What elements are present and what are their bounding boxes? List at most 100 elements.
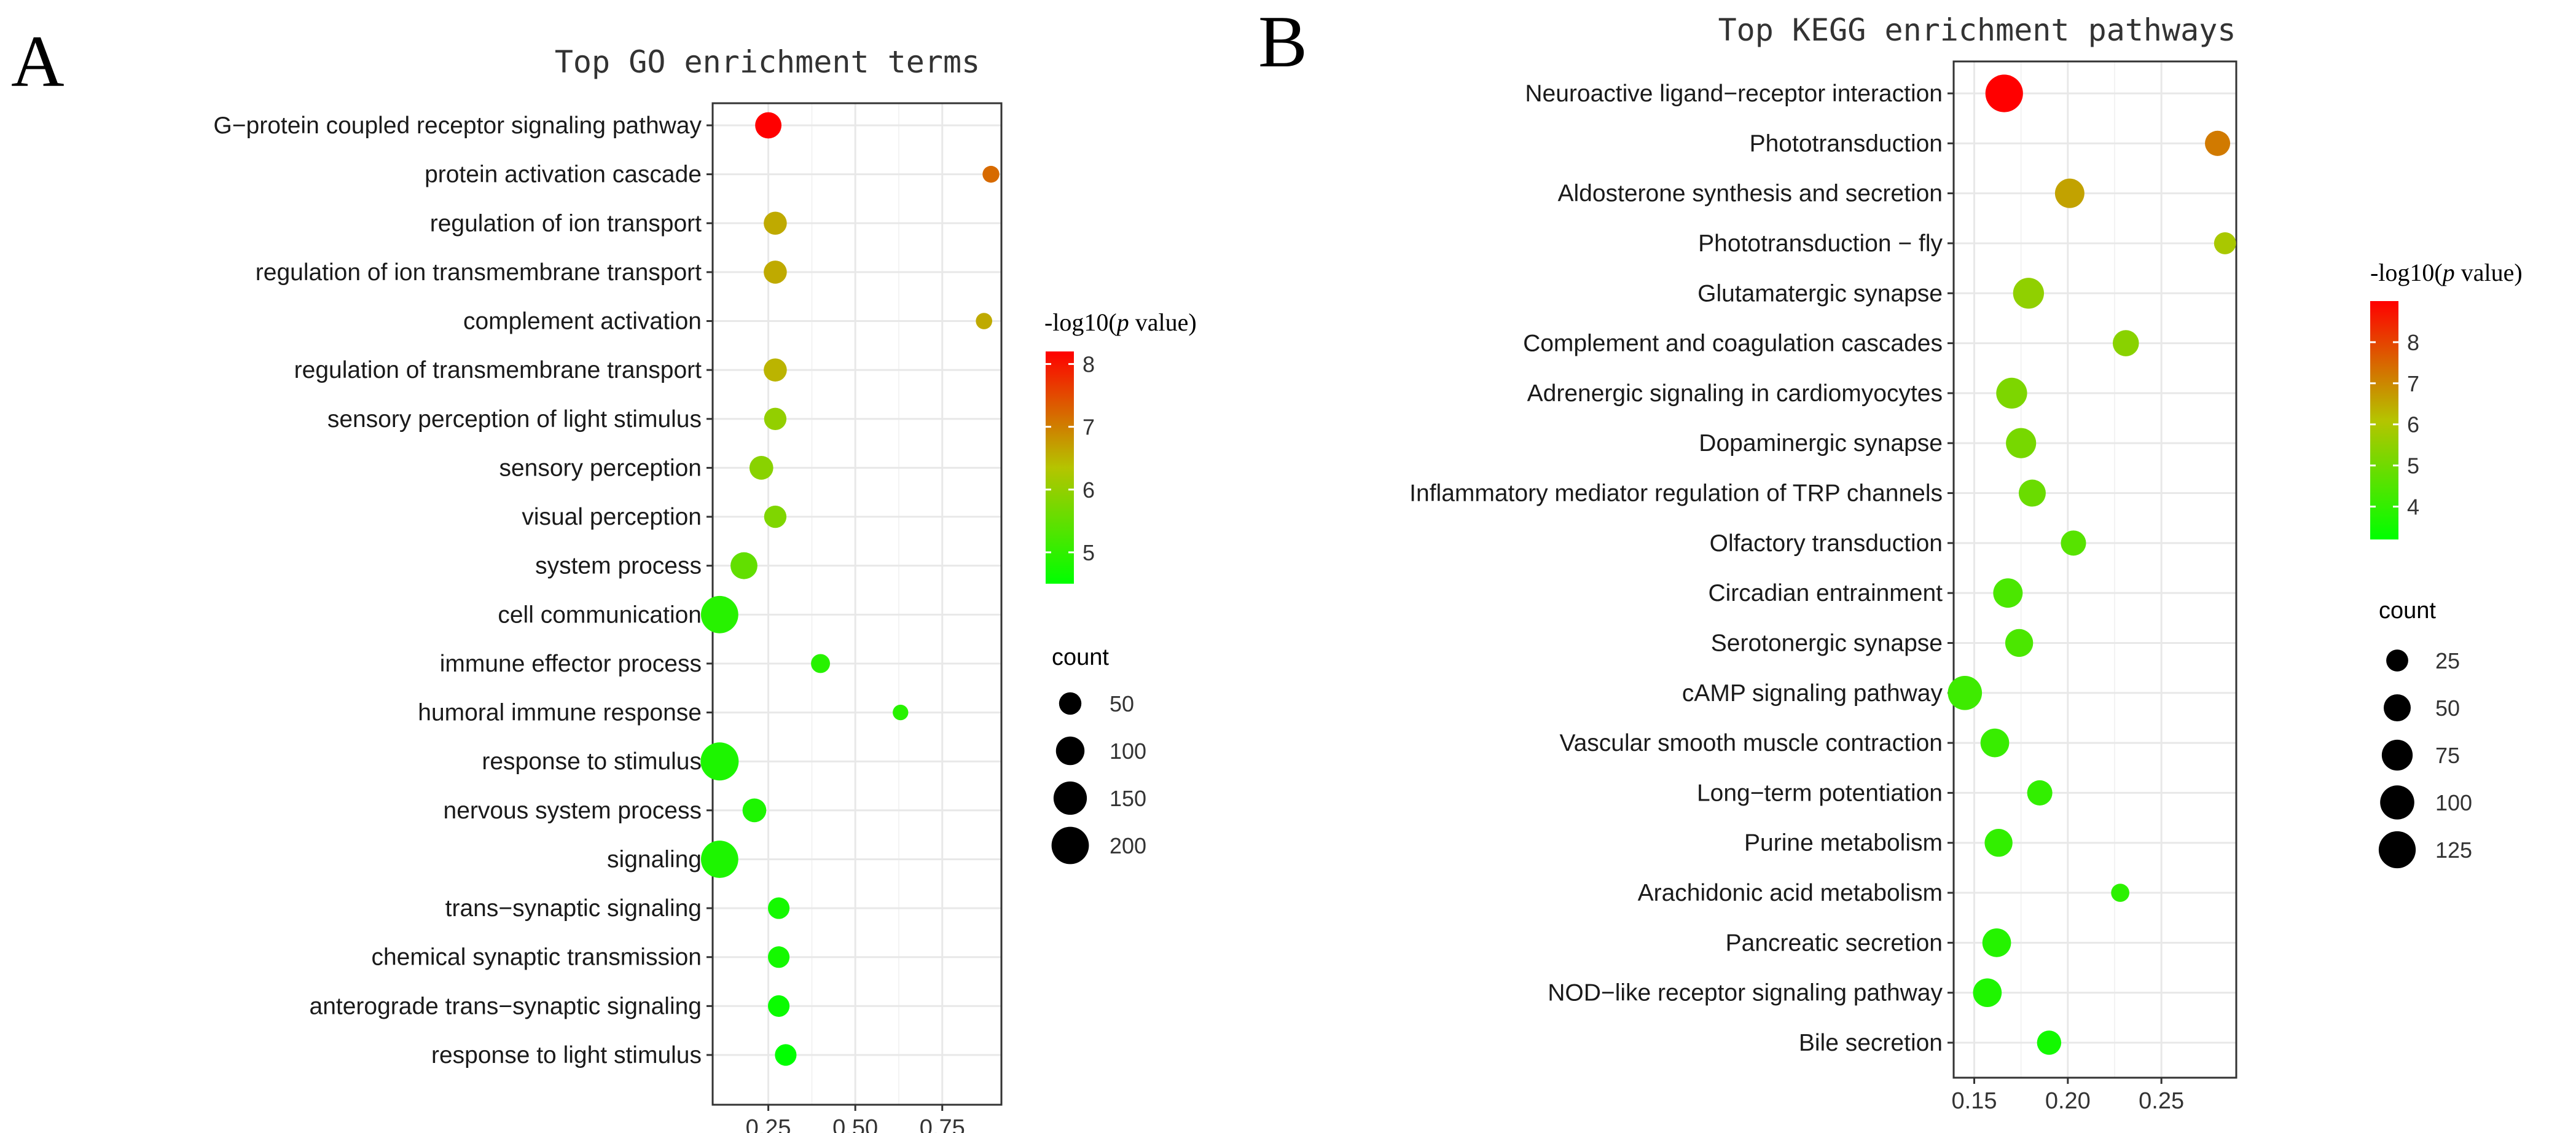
color-bar-tick-label: 8 (2407, 330, 2419, 355)
color-bar-tick-label: 7 (2407, 371, 2419, 396)
data-point-vascular-smooth-muscle-contraction (1980, 728, 2010, 758)
size-legend-dot (1053, 781, 1087, 815)
data-point-phototransduction (2205, 130, 2231, 156)
data-point-circadian-entrainment (1993, 578, 2023, 608)
data-point-visual-perception (764, 505, 787, 528)
data-point-humoral-immune-response (893, 704, 909, 721)
data-point-dopaminergic-synapse (2006, 428, 2037, 458)
data-point-protein-activation-cascade (982, 165, 1000, 183)
category-label-nod-like-receptor-signaling-pathway: NOD−like receptor signaling pathway (1548, 980, 1943, 1006)
category-label-serotonergic-synapse: Serotonergic synapse (1711, 630, 1943, 656)
category-label-long-term-potentiation: Long−term potentiation (1697, 780, 1943, 806)
size-legend-dot (2380, 785, 2414, 820)
size-legend-label: 75 (2435, 743, 2460, 768)
size-legend-dot (1059, 692, 1082, 715)
category-label-g-protein-coupled-receptor-signaling-pathway: G−protein coupled receptor signaling pat… (213, 112, 702, 139)
category-label-neuroactive-ligand-receptor-interaction: Neuroactive ligand−receptor interaction (1525, 80, 1943, 107)
category-label-chemical-synaptic-transmission: chemical synaptic transmission (371, 944, 702, 971)
size-legend-dot (2378, 831, 2416, 869)
size-legend-dot (2386, 649, 2408, 672)
category-label-signaling: signaling (607, 846, 702, 872)
category-label-immune-effector-process: immune effector process (440, 651, 702, 677)
category-label-regulation-of-ion-transport: regulation of ion transport (430, 210, 702, 237)
color-bar (2370, 301, 2398, 539)
category-label-circadian-entrainment: Circadian entrainment (1708, 580, 1943, 606)
data-point-nervous-system-process (742, 798, 767, 823)
category-label-dopaminergic-synapse: Dopaminergic synapse (1699, 430, 1943, 457)
size-legend-label: 50 (1110, 691, 1134, 716)
category-label-humoral-immune-response: humoral immune response (418, 700, 702, 726)
x-tick-label: 0.20 (2045, 1088, 2091, 1114)
data-point-serotonergic-synapse (2005, 629, 2034, 657)
size-legend-dot (1055, 736, 1085, 766)
data-point-inflammatory-mediator-regulation-of-trp-channels (2018, 479, 2046, 507)
data-point-signaling (700, 841, 738, 878)
category-label-olfactory-transduction: Olfactory transduction (1710, 530, 1943, 557)
category-label-inflammatory-mediator-regulation-of-trp-channels: Inflammatory mediator regulation of TRP … (1409, 480, 1943, 507)
category-label-regulation-of-ion-transmembrane-transport: regulation of ion transmembrane transpor… (256, 259, 702, 286)
size-legend-dot (2384, 694, 2411, 721)
size-legend-label: 150 (1110, 786, 1146, 811)
data-point-long-term-potentiation (2027, 780, 2053, 806)
data-point-complement-and-coagulation-cascades (2112, 330, 2139, 356)
category-label-response-to-stimulus: response to stimulus (482, 748, 702, 775)
category-label-camp-signaling-pathway: cAMP signaling pathway (1682, 680, 1943, 707)
category-label-nervous-system-process: nervous system process (444, 798, 702, 824)
data-point-neuroactive-ligand-receptor-interaction (1985, 74, 2023, 112)
color-bar-tick-label: 5 (1082, 540, 1095, 565)
data-point-g-protein-coupled-receptor-signaling-pathway (755, 112, 782, 139)
category-label-pancreatic-secretion: Pancreatic secretion (1726, 930, 1943, 956)
color-bar-tick-label: 7 (1082, 415, 1095, 440)
color-legend-title: -log10(p value) (2370, 259, 2523, 286)
panel-a-plot-area: G−protein coupled receptor signaling pat… (213, 102, 1003, 1133)
size-legend-label: 100 (1110, 739, 1146, 764)
data-point-system-process (730, 552, 758, 579)
data-point-trans-synaptic-signaling (768, 897, 790, 919)
x-tick-label: 0.75 (920, 1115, 965, 1133)
category-label-protein-activation-cascade: protein activation cascade (425, 162, 702, 188)
panel-b-title: Top KEGG enrichment pathways (1718, 12, 2236, 48)
category-label-adrenergic-signaling-in-cardiomyocytes: Adrenergic signaling in cardiomyocytes (1527, 380, 1943, 407)
plot-frame (1952, 60, 2237, 1079)
color-bar-tick-label: 5 (2407, 453, 2419, 479)
category-label-glutamatergic-synapse: Glutamatergic synapse (1697, 280, 1943, 307)
category-label-cell-communication: cell communication (498, 602, 702, 628)
category-label-sensory-perception: sensory perception (499, 455, 702, 481)
panel-a-letter: A (11, 20, 65, 102)
data-point-adrenergic-signaling-in-cardiomyocytes (1996, 377, 2027, 409)
category-label-regulation-of-transmembrane-transport: regulation of transmembrane transport (294, 357, 702, 383)
panel-a: A Top GO enrichment terms G−protein coup… (11, 20, 1197, 1133)
color-bar-tick-label: 8 (1082, 351, 1095, 377)
category-label-phototransduction: Phototransduction (1750, 130, 1943, 157)
data-point-camp-signaling-pathway (1948, 675, 1983, 710)
panel-b: B Top KEGG enrichment pathways Neuroacti… (1258, 1, 2523, 1114)
x-tick-label: 0.50 (832, 1115, 878, 1133)
size-legend-label: 50 (2435, 696, 2460, 721)
data-point-response-to-light-stimulus (775, 1044, 797, 1066)
data-point-glutamatergic-synapse (2013, 278, 2044, 309)
category-label-anterograde-trans-synaptic-signaling: anterograde trans−synaptic signaling (310, 993, 702, 1019)
data-point-bile-secretion (2037, 1030, 2062, 1055)
data-point-sensory-perception (749, 456, 773, 480)
data-point-phototransduction-fly (2214, 232, 2236, 254)
data-point-immune-effector-process (811, 654, 830, 673)
size-legend-title: count (1052, 645, 1109, 670)
data-point-olfactory-transduction (2061, 530, 2086, 556)
data-point-aldosterone-synthesis-and-secretion (2054, 178, 2085, 208)
data-point-arachidonic-acid-metabolism (2111, 884, 2129, 902)
size-legend-title: count (2379, 598, 2436, 624)
data-point-complement-activation (976, 313, 993, 329)
category-label-purine-metabolism: Purine metabolism (1744, 830, 1943, 857)
category-label-aldosterone-synthesis-and-secretion: Aldosterone synthesis and secretion (1557, 181, 1943, 207)
size-legend-label: 125 (2435, 837, 2472, 863)
size-legend-label: 200 (1110, 833, 1146, 858)
panel-a-title: Top GO enrichment terms (555, 44, 980, 80)
category-label-arachidonic-acid-metabolism: Arachidonic acid metabolism (1638, 880, 1943, 906)
size-legend-label: 100 (2435, 790, 2472, 815)
color-legend-title: -log10(p value) (1044, 308, 1197, 336)
panel-b-letter: B (1258, 1, 1307, 82)
panel-b-plot-area: Neuroactive ligand−receptor interaction P… (1409, 60, 2237, 1114)
category-label-complement-and-coagulation-cascades: Complement and coagulation cascades (1523, 331, 1943, 357)
